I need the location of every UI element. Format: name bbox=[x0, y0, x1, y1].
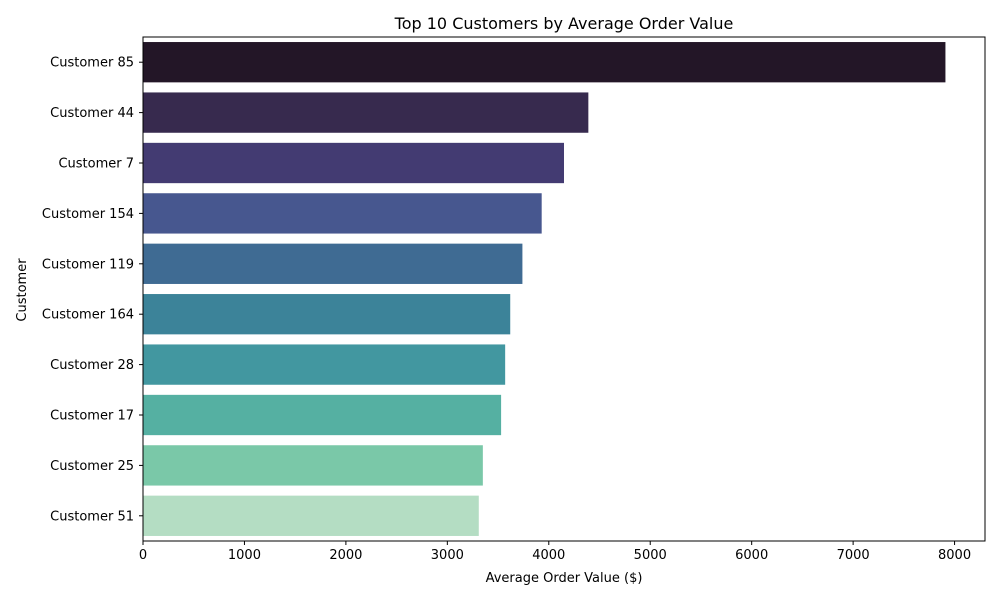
bar-customer-25 bbox=[143, 445, 483, 486]
x-tick-label: 5000 bbox=[634, 548, 667, 563]
x-axis-ticks: 0 1000 2000 3000 4000 5000 6000 7000 8000 bbox=[139, 541, 971, 563]
y-tick-label: Customer 44 bbox=[50, 106, 134, 121]
x-axis-label: Average Order Value ($) bbox=[486, 571, 643, 586]
y-tick-label: Customer 25 bbox=[50, 459, 134, 474]
bar-customer-119 bbox=[143, 243, 523, 284]
plot-border bbox=[142, 36, 986, 542]
y-tick-label: Customer 119 bbox=[42, 257, 134, 272]
y-axis-label: Customer bbox=[15, 258, 30, 322]
y-tick-label: Customer 51 bbox=[50, 509, 134, 524]
bar-customer-51 bbox=[143, 495, 479, 536]
bar-customer-17 bbox=[143, 394, 502, 436]
y-tick-label: Customer 154 bbox=[42, 207, 134, 222]
y-axis-ticks: Customer 85 Customer 44 Customer 7 Customer… bbox=[42, 56, 143, 524]
bar-customer-44 bbox=[143, 92, 589, 133]
chart-title: Top 10 Customers by Average Order Value bbox=[394, 14, 734, 33]
x-tick-label: 7000 bbox=[837, 548, 870, 563]
bar-customer-154 bbox=[143, 193, 542, 234]
y-tick-label: Customer 85 bbox=[50, 56, 134, 71]
bar-customer-28 bbox=[143, 344, 506, 385]
x-tick-label: 3000 bbox=[431, 548, 464, 563]
bar-customer-7 bbox=[143, 142, 564, 184]
x-tick-label: 6000 bbox=[735, 548, 768, 563]
y-tick-label: Customer 28 bbox=[50, 358, 134, 373]
y-tick-label: Customer 164 bbox=[42, 308, 134, 323]
x-tick-label: 1000 bbox=[228, 548, 261, 563]
x-tick-label: 4000 bbox=[532, 548, 565, 563]
bar-customer-85 bbox=[143, 42, 946, 83]
bar-customer-164 bbox=[143, 294, 511, 335]
y-tick-label: Customer 7 bbox=[58, 157, 134, 172]
y-tick-label: Customer 17 bbox=[50, 409, 134, 424]
x-tick-label: 2000 bbox=[329, 548, 362, 563]
plot-frame bbox=[142, 36, 986, 542]
x-tick-label: 8000 bbox=[938, 548, 971, 563]
bars-group bbox=[143, 42, 946, 536]
x-tick-label: 0 bbox=[139, 548, 147, 563]
